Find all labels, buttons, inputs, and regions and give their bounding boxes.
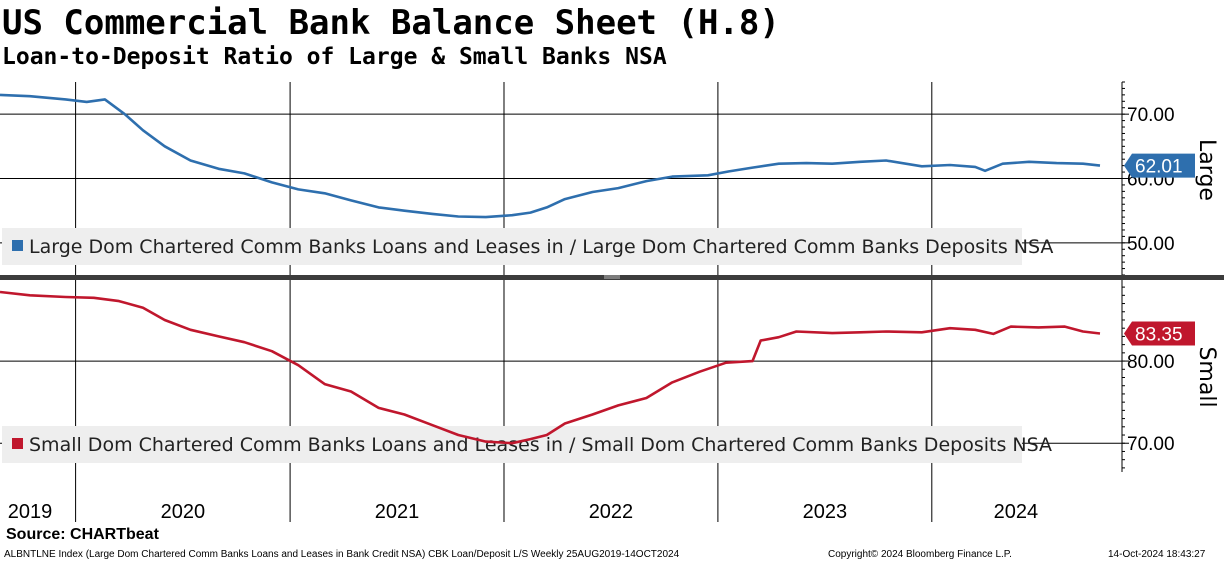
last-value-tag [1124,153,1195,178]
chart-subtitle: Loan-to-Deposit Ratio of Large & Small B… [2,44,667,70]
legend-label: Large Dom Chartered Comm Banks Loans and… [29,236,1053,258]
large-series-line [0,93,1101,219]
y-tick-label: 70.00 [1127,105,1175,126]
last-value-label: 62.01 [1135,157,1183,178]
legend-box [2,228,1022,265]
footer-copyright: Copyright© 2024 Bloomberg Finance L.P. [828,549,1012,560]
source-note: Source: CHARTbeat [6,526,159,543]
x-tick-label: 2020 [161,501,206,523]
panel-side-label: Small [1194,346,1219,407]
footer-timestamp: 14-Oct-2024 18:43:27 [1108,549,1206,560]
x-tick-label: 2024 [994,501,1039,523]
y-tick-label: 50.00 [1127,234,1175,255]
legend-label: Small Dom Chartered Comm Banks Loans and… [29,434,1052,456]
last-value-tag [1124,321,1195,346]
small-series-line [0,290,1101,445]
footer-ticker: ALBNTLNE Index (Large Dom Chartered Comm… [4,549,680,560]
panel-side-label: Large [1194,139,1219,201]
last-value-label: 83.35 [1135,325,1183,346]
y-tick-label: 80.00 [1127,352,1175,373]
legend-swatch [12,240,23,251]
y-tick-label: 70.00 [1127,434,1175,455]
x-tick-label: 2022 [589,501,634,523]
legend-box [2,426,1022,463]
x-tick-label: 2023 [803,501,848,523]
x-tick-label: 2021 [375,501,420,523]
legend-swatch [12,438,23,449]
chart-title: US Commercial Bank Balance Sheet (H.8) [2,3,780,43]
x-tick-label: 2019 [8,501,53,523]
